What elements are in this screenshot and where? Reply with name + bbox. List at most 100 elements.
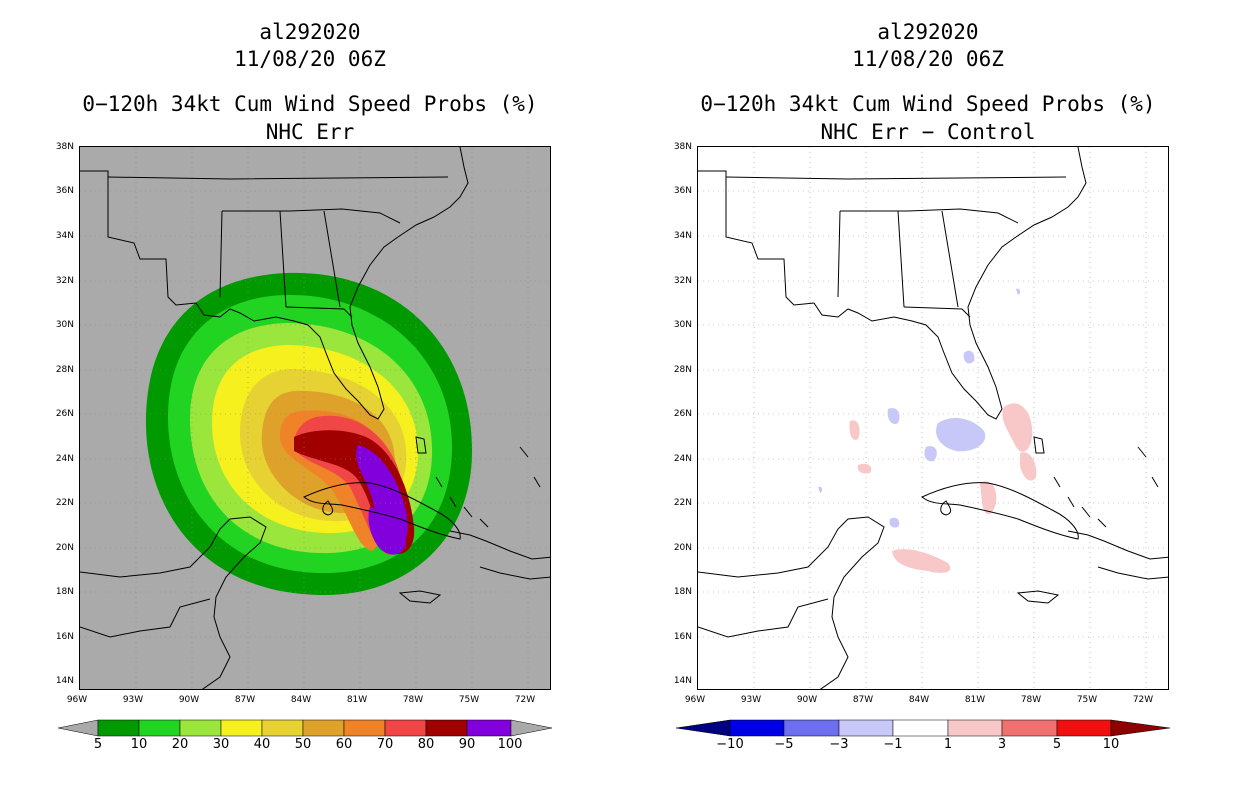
left-cbar-label-20: 20 [171, 737, 189, 752]
right-cbar-under [676, 719, 731, 737]
right-cbar-label-p5: 5 [1052, 737, 1062, 752]
right-coastlines [698, 147, 1168, 689]
blob-pink-center [857, 463, 872, 474]
left-lat-32: 32N [55, 276, 74, 286]
left-cbar-label-80: 80 [417, 737, 435, 752]
left-colorbar [58, 719, 554, 737]
right-cbar-m10 [729, 719, 785, 737]
left-lat-34: 34N [55, 231, 74, 241]
left-cbar-10 [97, 719, 140, 737]
blob-blue-yuc [818, 486, 823, 493]
difference-blobs [818, 288, 1037, 573]
left-cbar-80 [384, 719, 427, 737]
right-lat-14: 14N [673, 676, 692, 686]
left-lat-26: 26N [55, 409, 74, 419]
right-lon-81: 81W [964, 695, 986, 705]
right-cbar-m1 [892, 719, 949, 737]
blob-pink-caribbean [892, 549, 951, 573]
right-lon-90: 90W [796, 695, 818, 705]
left-lat-30: 30N [55, 320, 74, 330]
right-title: 0−120h 34kt Cum Wind Speed Probs (%) [700, 92, 1156, 116]
left-cbar-under [58, 719, 99, 737]
left-lat-14: 14N [55, 676, 74, 686]
right-storm-id: al292020 [877, 20, 979, 44]
blob-blue-caribbean [889, 517, 900, 528]
right-colorbar [676, 719, 1172, 737]
right-lon-75: 75W [1076, 695, 1098, 705]
right-cbar-p1 [947, 719, 1003, 737]
left-cbar-label-50: 50 [294, 737, 312, 752]
left-lat-28: 28N [55, 365, 74, 375]
left-subtitle: NHC Err [265, 120, 355, 144]
left-cbar-70 [343, 719, 386, 737]
blob-pink-cuba [980, 481, 997, 515]
left-cbar-100 [466, 719, 512, 737]
right-colorbar-svg [676, 719, 1171, 737]
left-grid [80, 147, 550, 689]
right-lat-30: 30N [673, 320, 692, 330]
right-lon-93: 93W [740, 695, 762, 705]
left-lon-72: 72W [514, 695, 536, 705]
right-cbar-label-m3: −3 [829, 737, 849, 752]
blob-pink-bahamas [1002, 403, 1033, 452]
blob-pink-gulf [849, 420, 860, 440]
right-cbar-label-p10: 10 [1102, 737, 1120, 752]
left-lat-18: 18N [55, 587, 74, 597]
left-cbar-40 [220, 719, 263, 737]
left-lon-75: 75W [458, 695, 480, 705]
right-cbar-over [1110, 719, 1171, 737]
left-lon-84: 84W [290, 695, 312, 705]
left-lon-78: 78W [402, 695, 424, 705]
left-datetime: 11/08/20 06Z [234, 47, 386, 71]
left-cbar-label-60: 60 [335, 737, 353, 752]
left-lon-87: 87W [234, 695, 256, 705]
blob-blue-florida [963, 350, 975, 364]
right-lat-28: 28N [673, 365, 692, 375]
right-lat-34: 34N [673, 231, 692, 241]
left-lat-20: 20N [55, 543, 74, 553]
left-cbar-label-100: 100 [497, 737, 523, 752]
right-subtitle: NHC Err − Control [820, 120, 1036, 144]
right-lon-84: 84W [908, 695, 930, 705]
left-lat-16: 16N [55, 632, 74, 642]
left-lon-96: 96W [66, 695, 88, 705]
right-datetime: 11/08/20 06Z [852, 47, 1004, 71]
right-cbar-label-m5: −5 [774, 737, 794, 752]
right-lon-72: 72W [1132, 695, 1154, 705]
left-cbar-30 [179, 719, 222, 737]
right-lat-32: 32N [673, 276, 692, 286]
right-cbar-p5 [1056, 719, 1112, 737]
right-grid [698, 147, 1168, 689]
left-cbar-label-30: 30 [212, 737, 230, 752]
left-lat-38: 38N [55, 142, 74, 152]
blob-blue-straits [936, 417, 986, 452]
right-lat-36: 36N [673, 186, 692, 196]
blob-blue-gulf [887, 408, 900, 425]
left-cbar-label-40: 40 [253, 737, 271, 752]
right-cbar-label-p1: 1 [943, 737, 953, 752]
left-cbar-label-10: 10 [130, 737, 148, 752]
right-lon-96: 96W [684, 695, 706, 705]
left-cbar-label-5: 5 [93, 737, 103, 752]
left-lat-22: 22N [55, 498, 74, 508]
right-lat-38: 38N [673, 142, 692, 152]
blob-blue-small [1016, 288, 1021, 295]
right-lat-20: 20N [673, 543, 692, 553]
left-map [79, 146, 551, 690]
right-lon-87: 87W [852, 695, 874, 705]
right-cbar-m5 [783, 719, 840, 737]
left-cbar-60 [302, 719, 345, 737]
left-cbar-50 [261, 719, 304, 737]
left-lon-93: 93W [122, 695, 144, 705]
left-lat-36: 36N [55, 186, 74, 196]
right-lat-24: 24N [673, 454, 692, 464]
right-cbar-p3 [1001, 719, 1058, 737]
left-lon-90: 90W [178, 695, 200, 705]
right-lat-16: 16N [673, 632, 692, 642]
right-lat-26: 26N [673, 409, 692, 419]
right-map [697, 146, 1169, 690]
left-coastlines [80, 147, 550, 689]
right-cbar-label-m1: −1 [883, 737, 903, 752]
blob-pink-bahamas-2 [1020, 452, 1037, 481]
blob-blue-west [924, 446, 937, 462]
